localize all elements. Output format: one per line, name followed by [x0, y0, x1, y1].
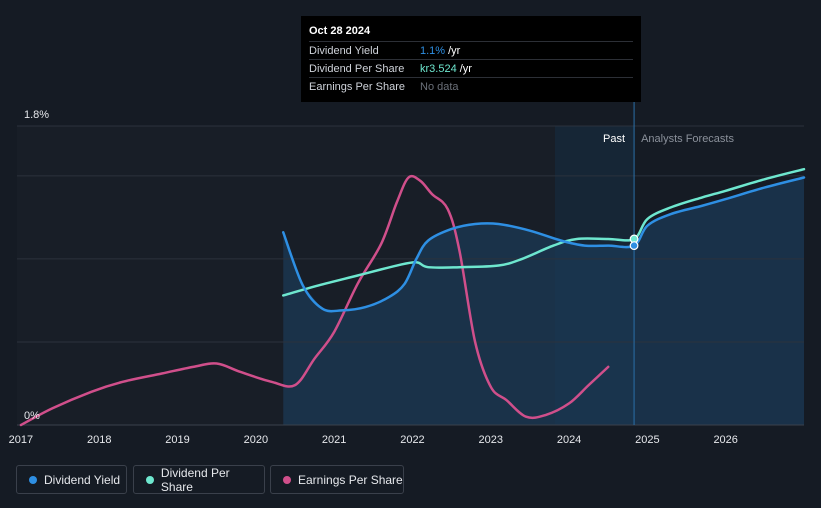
past-label: Past	[603, 133, 625, 145]
tooltip-value: kr3.524	[420, 62, 457, 75]
legend-label: Dividend Yield	[44, 472, 121, 487]
tooltip-label: Earnings Per Share	[309, 80, 405, 93]
legend-dot-icon	[29, 475, 37, 484]
earnings-per-share-line	[19, 174, 610, 427]
x-tick-label: 2026	[713, 434, 737, 446]
tooltip-unit: /yr	[459, 62, 472, 75]
forecast-label: Analysts Forecasts	[641, 133, 734, 145]
x-tick-label: 2021	[322, 434, 346, 446]
legend-item-earnings-per-share[interactable]: Earnings Per Share	[270, 465, 404, 494]
legend-dot-icon	[283, 475, 291, 484]
y-tick-label: 0%	[24, 410, 40, 422]
x-tick-label: 2023	[479, 434, 503, 446]
y-tick-label: 1.8%	[24, 109, 49, 121]
x-tick-label: 2020	[244, 434, 268, 446]
tooltip-row-earnings-per-share: Earnings Per Share No data	[309, 77, 633, 95]
legend-item-dividend-per-share[interactable]: Dividend Per Share	[133, 465, 265, 494]
dividend-yield-marker	[629, 241, 639, 251]
tooltip-value: 1.1%	[420, 44, 446, 57]
tooltip-row-dividend-yield: Dividend Yield 1.1%/yr	[309, 41, 633, 59]
x-tick-label: 2025	[635, 434, 659, 446]
tooltip-date: Oct 28 2024	[309, 25, 371, 37]
data-tooltip: Oct 28 2024 Dividend Yield 1.1%/yr Divid…	[301, 16, 641, 102]
tooltip-label: Dividend Per Share	[309, 62, 405, 75]
tooltip-value: No data	[420, 80, 459, 93]
x-tick-label: 2018	[87, 434, 111, 446]
dividend-per-share-line	[281, 167, 806, 297]
tooltip-row-dividend-per-share: Dividend Per Share kr3.524/yr	[309, 59, 633, 77]
x-tick-label: 2022	[400, 434, 424, 446]
dividend-yield-area	[283, 177, 804, 425]
x-tick-label: 2017	[9, 434, 33, 446]
legend-label: Earnings Per Share	[298, 472, 403, 487]
dividend-yield-line	[281, 176, 806, 313]
legend-dot-icon	[146, 475, 154, 484]
x-tick-label: 2019	[165, 434, 189, 446]
legend-item-dividend-yield[interactable]: Dividend Yield	[16, 465, 127, 494]
tooltip-unit: /yr	[448, 44, 461, 57]
x-tick-label: 2024	[557, 434, 581, 446]
tooltip-label: Dividend Yield	[309, 44, 379, 57]
legend-label: Dividend Per Share	[160, 465, 230, 494]
